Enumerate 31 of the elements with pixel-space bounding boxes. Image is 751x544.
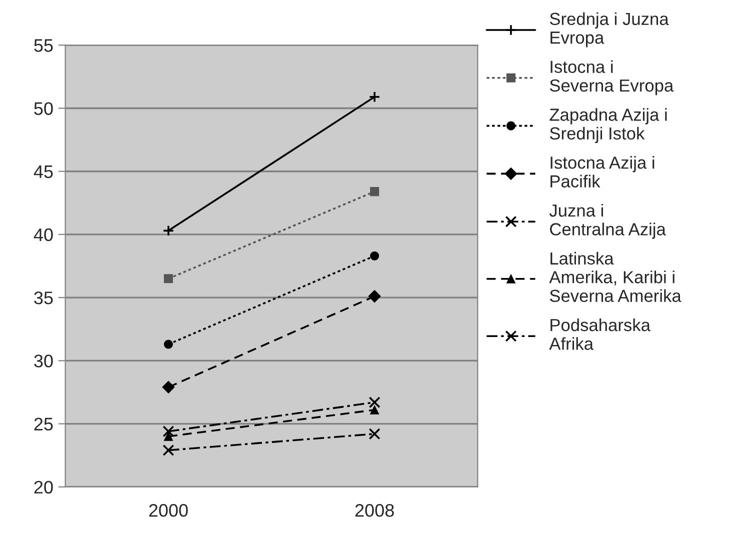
point: [164, 432, 173, 441]
point: [162, 224, 174, 236]
point: [162, 426, 174, 438]
point: [370, 405, 380, 414]
point: [370, 251, 380, 260]
point: [162, 444, 174, 456]
point: [368, 428, 380, 440]
y-tick-label: 30: [34, 354, 53, 368]
point: [368, 91, 380, 103]
point: [370, 187, 380, 196]
legend-label: Istocna Azija i Pacifik: [550, 156, 654, 188]
y-tick-label: 35: [34, 292, 53, 304]
y-tick-label: 50: [34, 102, 53, 115]
y-tick-label: 55: [34, 39, 53, 52]
legend-label: Podsaharska Afrika: [549, 318, 650, 350]
y-tick-label: 45: [34, 165, 53, 178]
point: [164, 274, 173, 284]
legend-label: Srednja i Juzna Evropa: [550, 12, 669, 48]
legend-label: Juzna i Centralna Azija: [549, 204, 666, 239]
point: [368, 290, 381, 303]
x-tick-label: 2008: [355, 504, 394, 517]
y-tick-label: 20: [34, 480, 53, 494]
y-tick-label: 25: [34, 418, 53, 430]
point: [368, 396, 380, 408]
point: [164, 340, 173, 349]
y-tick-label: 40: [34, 228, 53, 242]
legend-label: Istocna i Severna Evropa: [550, 60, 674, 96]
legend-label: Zapadna Azija i Srednji Istok: [550, 108, 667, 144]
x-tick-label: 2000: [149, 504, 188, 517]
point: [162, 380, 175, 394]
legend-label: Latinska Amerika, Karibi i Severna Amerika: [549, 252, 682, 302]
